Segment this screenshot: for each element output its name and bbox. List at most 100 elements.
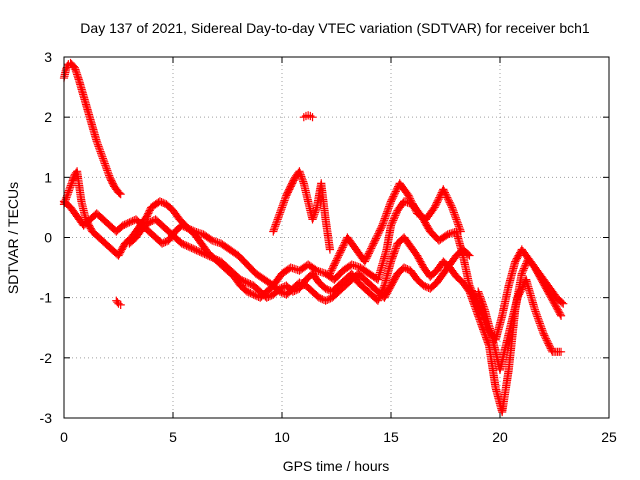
- data-point: [269, 225, 279, 234]
- y-axis-label: SDTVAR / TECUs: [5, 182, 21, 294]
- data-point: [389, 214, 399, 223]
- data-point: [363, 250, 373, 260]
- data-point: [540, 331, 549, 340]
- data-point: [374, 229, 383, 238]
- data-point: [107, 177, 117, 186]
- data-point: [433, 196, 442, 205]
- data-point: [417, 260, 427, 269]
- data-point: [377, 223, 386, 232]
- data-point: [532, 266, 541, 275]
- data-point: [414, 254, 423, 263]
- data-point: [108, 179, 117, 188]
- data-point: [373, 296, 383, 305]
- data-point: [465, 251, 474, 260]
- data-point: [516, 287, 525, 296]
- data-point: [415, 255, 424, 265]
- data-point: [286, 182, 295, 191]
- data-point: [244, 279, 253, 288]
- data-point: [367, 242, 377, 251]
- data-point: [362, 254, 371, 263]
- data-point: [104, 169, 113, 178]
- series-trace-e: [269, 167, 335, 254]
- data-point: [384, 286, 393, 295]
- data-point: [95, 144, 104, 153]
- x-tick-label: 0: [60, 429, 68, 445]
- data-point: [536, 274, 545, 283]
- data-point: [455, 223, 464, 233]
- data-point: [464, 250, 473, 259]
- data-point: [370, 237, 379, 246]
- data-point: [445, 198, 454, 207]
- data-point: [413, 252, 423, 262]
- data-point: [64, 188, 73, 197]
- y-tick-label: -3: [40, 410, 53, 426]
- data-point: [143, 210, 152, 220]
- data-point: [417, 258, 426, 268]
- data-point: [325, 269, 335, 278]
- data-point: [279, 198, 288, 207]
- data-point: [296, 279, 306, 288]
- data-point: [339, 241, 348, 250]
- data-point: [159, 238, 168, 247]
- data-point: [511, 257, 520, 266]
- data-point: [288, 179, 297, 188]
- data-point: [114, 251, 123, 260]
- data-point: [323, 295, 332, 305]
- data-point: [452, 215, 461, 224]
- data-point: [541, 283, 550, 292]
- data-point: [182, 241, 191, 250]
- data-point: [316, 294, 325, 303]
- data-point: [200, 249, 209, 259]
- data-point: [206, 235, 215, 244]
- data-point: [390, 190, 399, 199]
- data-point: [543, 287, 553, 296]
- data-point: [190, 245, 199, 254]
- data-point: [247, 289, 257, 299]
- data-point: [371, 236, 380, 245]
- data-point: [403, 264, 412, 274]
- data-point: [92, 137, 101, 146]
- data-point: [535, 319, 544, 328]
- data-point: [533, 267, 542, 277]
- data-point: [239, 277, 248, 286]
- data-point: [376, 224, 385, 233]
- data-point: [443, 195, 453, 204]
- x-tick-label: 25: [601, 429, 617, 445]
- data-point: [101, 161, 110, 170]
- data-point: [295, 167, 304, 176]
- data-point: [538, 327, 548, 337]
- data-point: [270, 223, 279, 233]
- data-point: [389, 216, 398, 225]
- data-point: [117, 245, 126, 254]
- data-point: [94, 142, 103, 151]
- data-point: [161, 237, 170, 247]
- data-point: [93, 138, 102, 148]
- data-point: [122, 219, 131, 229]
- data-point: [559, 299, 568, 308]
- data-point: [389, 192, 398, 201]
- data-point: [120, 220, 129, 229]
- data-point: [548, 296, 557, 305]
- data-point: [381, 212, 390, 221]
- data-point: [442, 231, 451, 240]
- data-point: [390, 189, 400, 198]
- data-point: [351, 261, 360, 270]
- series-trace-b: [59, 167, 568, 344]
- data-point: [405, 192, 414, 202]
- data-point: [179, 240, 188, 249]
- data-point: [144, 209, 153, 218]
- data-point: [439, 185, 448, 194]
- data-point: [456, 225, 465, 234]
- data-point: [285, 185, 294, 194]
- data-point: [556, 311, 566, 320]
- data-point: [115, 189, 124, 198]
- data-point: [329, 262, 338, 272]
- series-segment-short: [299, 111, 317, 122]
- data-point: [379, 217, 388, 227]
- data-point: [409, 202, 419, 211]
- data-point: [98, 152, 107, 161]
- data-point: [96, 149, 106, 158]
- data-point: [538, 278, 548, 287]
- data-point: [85, 222, 94, 232]
